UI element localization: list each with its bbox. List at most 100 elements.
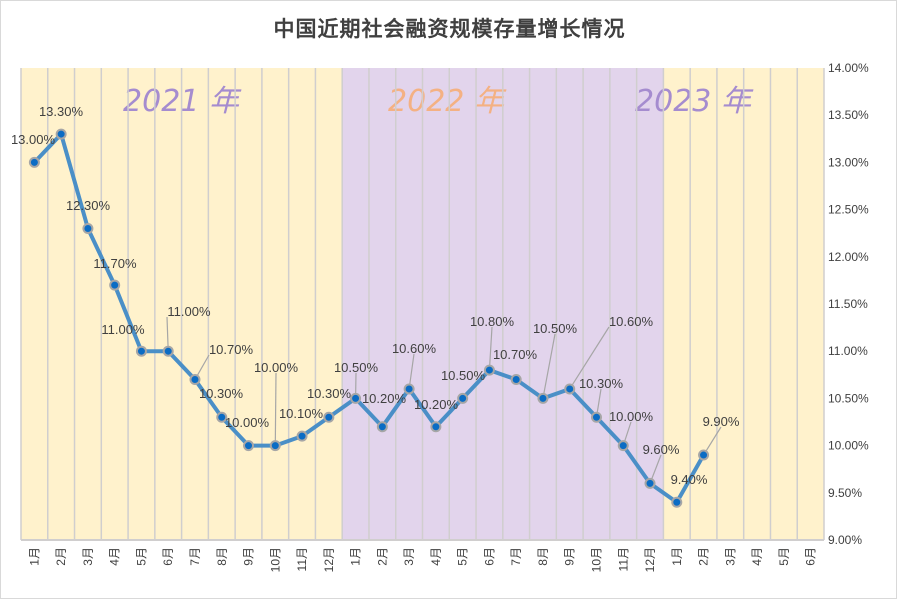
y-tick-label: 12.50% <box>828 203 869 217</box>
x-tick-label: 7月 <box>509 547 523 566</box>
data-label: 10.10% <box>279 406 324 421</box>
data-point <box>28 156 40 168</box>
data-label: 10.50% <box>334 360 379 375</box>
x-tick-label: 12月 <box>322 547 336 572</box>
x-tick-label: 6月 <box>804 547 818 566</box>
data-point <box>162 345 174 357</box>
x-tick-label: 2月 <box>375 547 389 566</box>
x-tick-label: 4月 <box>108 547 122 566</box>
x-tick-label: 9月 <box>563 547 577 566</box>
data-label: 10.20% <box>414 397 459 412</box>
data-point <box>323 411 335 423</box>
y-tick-label: 11.50% <box>828 297 868 311</box>
data-label: 10.30% <box>199 386 244 401</box>
x-tick-label: 2月 <box>697 547 711 566</box>
data-label: 11.00% <box>101 322 145 337</box>
data-point <box>590 411 602 423</box>
data-label: 10.50% <box>533 321 578 336</box>
data-point <box>296 430 308 442</box>
data-label: 13.30% <box>39 104 84 119</box>
x-tick-label: 11月 <box>616 547 630 571</box>
x-tick-label: 2月 <box>54 547 68 566</box>
data-label: 9.90% <box>703 414 740 429</box>
x-tick-label: 9月 <box>242 547 256 566</box>
x-tick-label: 6月 <box>161 547 175 566</box>
x-tick-label: 3月 <box>402 547 416 566</box>
x-tick-label: 1月 <box>670 547 684 566</box>
data-point <box>350 392 362 404</box>
y-tick-label: 13.50% <box>828 108 869 122</box>
leader-line <box>703 426 722 456</box>
leader-line <box>166 316 169 352</box>
data-label: 10.30% <box>579 376 624 391</box>
data-point <box>82 222 94 234</box>
data-point <box>671 496 683 508</box>
period-label: 2022 年 <box>388 84 507 119</box>
data-label: 9.60% <box>643 442 680 457</box>
data-point <box>698 449 710 461</box>
x-tick-label: 1月 <box>27 547 41 566</box>
data-point <box>644 477 656 489</box>
data-label: 10.60% <box>609 314 654 329</box>
data-point <box>269 440 281 452</box>
data-label: 11.70% <box>93 256 137 271</box>
y-tick-label: 10.50% <box>828 391 869 405</box>
data-label: 12.30% <box>66 198 111 213</box>
data-point <box>216 411 228 423</box>
x-tick-label: 8月 <box>215 547 229 566</box>
data-label: 10.20% <box>362 391 407 406</box>
x-tick-label: 10月 <box>268 547 282 572</box>
data-point <box>135 345 147 357</box>
x-tick-label: 7月 <box>188 547 202 566</box>
period-label: 2023 年 <box>635 84 754 119</box>
data-label: 10.50% <box>441 368 486 383</box>
data-point <box>430 421 442 433</box>
data-label: 10.80% <box>470 314 515 329</box>
data-label: 10.00% <box>225 415 270 430</box>
y-tick-label: 12.00% <box>828 250 869 264</box>
x-tick-label: 4月 <box>750 547 764 566</box>
y-tick-label: 9.50% <box>828 486 862 500</box>
data-label: 10.60% <box>392 341 437 356</box>
x-tick-label: 3月 <box>81 547 95 566</box>
y-tick-label: 10.00% <box>828 439 869 453</box>
data-point <box>564 383 576 395</box>
leader-line <box>542 333 556 399</box>
data-point <box>243 440 255 452</box>
y-tick-label: 9.00% <box>828 533 862 547</box>
x-tick-label: 12月 <box>643 547 657 572</box>
data-point <box>617 440 629 452</box>
data-point <box>189 374 201 386</box>
data-point <box>55 128 67 140</box>
data-point <box>403 383 415 395</box>
data-label: 10.00% <box>254 360 299 375</box>
chart-title: 中国近期社会融资规模存量增长情况 <box>273 17 626 41</box>
x-tick-label: 3月 <box>723 547 737 566</box>
data-label: 13.00% <box>11 132 56 147</box>
leader-line <box>408 353 415 390</box>
x-tick-label: 5月 <box>134 547 148 566</box>
period-label: 2021 年 <box>123 84 242 119</box>
leader-line <box>274 372 277 446</box>
x-tick-label: 11月 <box>295 547 309 571</box>
x-tick-label: 5月 <box>777 547 791 566</box>
x-tick-label: 1月 <box>349 547 363 566</box>
data-label: 10.30% <box>307 386 352 401</box>
x-tick-label: 4月 <box>429 547 443 566</box>
leader-line <box>569 326 610 390</box>
x-tick-label: 5月 <box>456 547 470 566</box>
data-point <box>537 392 549 404</box>
data-point <box>483 364 495 376</box>
data-point <box>376 421 388 433</box>
y-tick-label: 13.00% <box>828 155 869 169</box>
data-label: 10.70% <box>209 342 254 357</box>
data-label: 11.00% <box>167 304 211 319</box>
data-point <box>457 392 469 404</box>
leader-line <box>488 326 493 371</box>
x-tick-label: 8月 <box>536 547 550 566</box>
x-tick-label: 6月 <box>482 547 496 566</box>
data-label: 9.40% <box>671 472 708 487</box>
data-label: 10.70% <box>493 347 538 362</box>
